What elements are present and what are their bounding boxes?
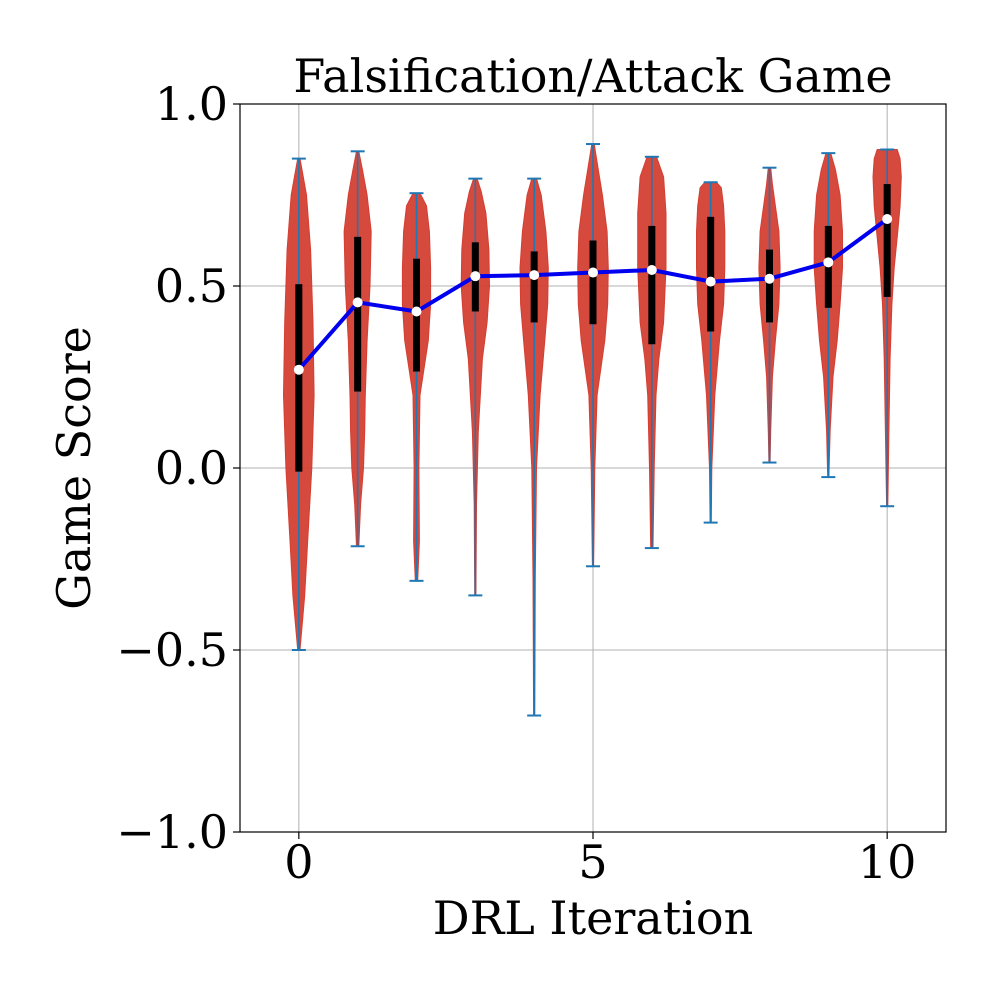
median-marker — [764, 273, 775, 284]
x-tick-label: 0 — [284, 835, 313, 889]
median-marker — [411, 306, 422, 317]
y-tick-label: 0.0 — [155, 441, 228, 495]
whiskers — [291, 143, 895, 717]
iqr-box — [766, 249, 773, 323]
iqr-box — [648, 225, 656, 345]
x-ticks: 0 5 10 — [284, 832, 916, 889]
y-tick-label: 0.5 — [155, 259, 228, 313]
iqr-box — [589, 240, 597, 325]
median-marker — [470, 271, 481, 282]
median-marker — [588, 267, 598, 278]
x-tick-label: 10 — [858, 835, 917, 889]
median-marker — [646, 264, 657, 275]
y-tick-label: −0.5 — [116, 623, 228, 677]
chart-title: Falsification/Attack Game — [293, 49, 892, 103]
median-marker — [823, 257, 834, 268]
median-marker — [352, 297, 363, 308]
median-marker — [705, 276, 716, 287]
y-ticks: −1.0 −0.5 0.0 0.5 1.0 — [116, 77, 240, 859]
median-marker — [882, 214, 893, 225]
median-marker — [293, 364, 304, 375]
median-series — [293, 214, 893, 375]
iqr-box — [883, 184, 891, 297]
iqr-box — [530, 251, 538, 323]
iqr-box — [295, 284, 303, 472]
median-marker — [529, 270, 540, 281]
y-tick-label: 1.0 — [155, 77, 228, 131]
iqr-box — [354, 236, 362, 392]
y-axis-label: Game Score — [47, 326, 101, 610]
x-axis-label: DRL Iteration — [433, 891, 754, 945]
y-tick-label: −1.0 — [116, 805, 228, 859]
x-tick-label: 5 — [578, 835, 607, 889]
iqr-box — [707, 216, 715, 332]
